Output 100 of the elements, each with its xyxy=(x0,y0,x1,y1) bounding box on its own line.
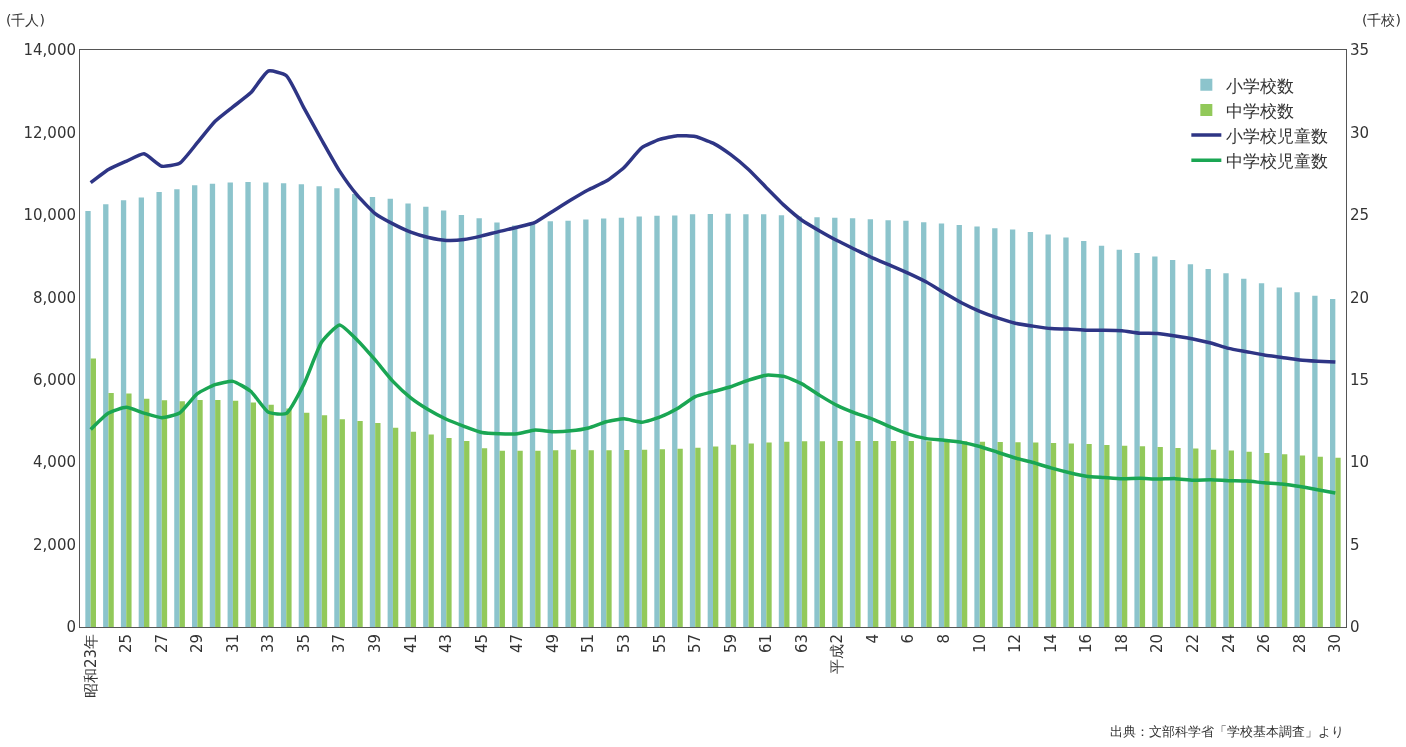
bar xyxy=(1175,447,1181,627)
bar xyxy=(588,450,594,627)
bar xyxy=(944,441,950,627)
y-tick-label: 4,000 xyxy=(33,453,76,472)
bar xyxy=(695,447,701,627)
bar xyxy=(832,217,838,627)
bar xyxy=(624,450,630,627)
x-tick-label: 14 xyxy=(1041,634,1060,654)
bar xyxy=(535,450,541,627)
y2-tick-label: 30 xyxy=(1350,123,1370,142)
bar xyxy=(725,213,731,627)
x-tick-label: 33 xyxy=(259,634,278,654)
bar xyxy=(179,401,185,627)
bar xyxy=(1169,260,1176,627)
x-tick-label: 30 xyxy=(1326,634,1345,654)
x-tick-label: 39 xyxy=(366,634,385,654)
bar xyxy=(908,440,914,627)
bar xyxy=(707,214,713,627)
bar xyxy=(232,400,239,627)
bar xyxy=(570,449,577,627)
x-tick-label: 27 xyxy=(152,634,171,654)
bar xyxy=(1068,443,1074,627)
bar xyxy=(1050,443,1057,627)
bar xyxy=(161,400,168,627)
bar xyxy=(512,225,518,627)
bar xyxy=(1045,234,1051,627)
x-tick-label: 24 xyxy=(1219,634,1238,654)
bar xyxy=(1264,452,1270,627)
bar xyxy=(713,446,719,627)
bar xyxy=(1335,457,1341,627)
y2-tick-label: 20 xyxy=(1350,288,1370,307)
bar xyxy=(1157,446,1163,627)
bar xyxy=(1241,278,1247,627)
bar xyxy=(552,450,559,627)
bar xyxy=(120,200,127,627)
bar xyxy=(1015,442,1021,627)
bar xyxy=(227,182,233,627)
y2-tick-label: 10 xyxy=(1350,453,1370,472)
bar xyxy=(1312,295,1318,627)
bar xyxy=(286,408,292,627)
bar xyxy=(405,203,411,627)
bar xyxy=(855,440,861,627)
y-tick-label: 12,000 xyxy=(23,123,76,142)
bar xyxy=(636,216,642,627)
bar xyxy=(796,216,802,627)
x-tick-label: 47 xyxy=(508,634,527,654)
bar xyxy=(192,185,198,627)
bar xyxy=(494,222,500,627)
x-tick-label: 25 xyxy=(117,634,136,654)
bar xyxy=(1205,268,1211,627)
x-tick-label: 18 xyxy=(1112,634,1131,654)
bar xyxy=(1330,299,1336,627)
bar xyxy=(458,215,465,627)
bar xyxy=(1033,442,1039,627)
bar xyxy=(1223,273,1229,627)
bar xyxy=(926,441,932,627)
bar xyxy=(641,449,648,627)
x-tick-label: 4 xyxy=(863,634,882,644)
bar xyxy=(126,393,132,627)
y2-axis-title: (千校) xyxy=(1362,12,1401,28)
bar xyxy=(339,419,345,627)
bar xyxy=(197,399,203,627)
bar xyxy=(280,183,287,627)
bar xyxy=(1317,456,1323,627)
bar xyxy=(921,222,927,627)
x-tick-label: 49 xyxy=(543,634,562,654)
x-tick-label: 20 xyxy=(1148,634,1167,654)
bar xyxy=(174,189,180,627)
bar xyxy=(961,441,968,627)
x-tick-label: 22 xyxy=(1183,634,1202,654)
bar xyxy=(85,210,91,627)
bar xyxy=(1187,264,1194,627)
x-tick-label: 43 xyxy=(437,634,456,654)
bar xyxy=(618,217,625,627)
bar xyxy=(138,197,145,627)
bar xyxy=(1081,240,1087,627)
bar xyxy=(672,215,678,627)
bar xyxy=(654,215,660,627)
bar xyxy=(1193,448,1199,627)
bar xyxy=(784,441,790,627)
bar xyxy=(600,218,607,627)
bar xyxy=(499,450,505,627)
bar xyxy=(903,220,909,627)
bar xyxy=(250,402,257,627)
bar xyxy=(1210,449,1217,627)
bar xyxy=(873,440,879,627)
bar xyxy=(890,440,897,627)
bar xyxy=(974,226,980,627)
bar xyxy=(956,225,962,627)
y2-tick-label: 35 xyxy=(1350,41,1370,60)
bar xyxy=(778,215,785,627)
bar xyxy=(1063,237,1069,627)
bar xyxy=(1086,444,1092,627)
legend-label: 小学校数 xyxy=(1226,75,1295,96)
bar xyxy=(837,441,843,627)
bar xyxy=(1121,445,1128,627)
bar xyxy=(583,219,589,627)
y-tick-label: 14,000 xyxy=(23,41,76,60)
bar xyxy=(766,442,772,627)
bar xyxy=(392,427,399,627)
